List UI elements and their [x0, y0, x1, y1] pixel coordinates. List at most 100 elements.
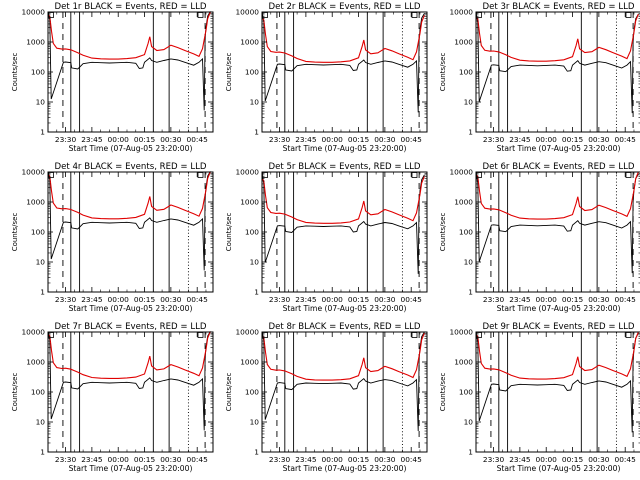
lld-series-line: [48, 331, 211, 379]
y-tick-label: 10000: [21, 168, 45, 177]
plot-frame: [261, 331, 428, 453]
x-tick-label: 23:45: [295, 135, 317, 144]
x-tick-label: 00:00: [322, 295, 344, 304]
x-tick-label: 23:30: [55, 455, 77, 464]
panel-det-5: 1 10 100 1000 10000 23:30 23:45 00:00 00:15 00:30…: [225, 162, 428, 313]
y-tick-label: 100: [245, 68, 259, 77]
x-tick-label: 00:00: [322, 135, 344, 144]
lld-series-line: [476, 331, 639, 380]
plot-frame: [475, 331, 640, 453]
x-tick-label: 00:15: [348, 455, 370, 464]
x-tick-label: 23:45: [295, 455, 317, 464]
x-tick-label: 00:45: [401, 455, 423, 464]
x-tick-label: 23:30: [269, 295, 291, 304]
y-tick-label: 1000: [240, 198, 259, 207]
y-tick-label: 100: [31, 388, 45, 397]
panel-title: Det 5r BLACK = Events, RED = LLD: [268, 162, 420, 172]
events-series-line: [262, 174, 425, 274]
y-tick-label: 1000: [454, 38, 473, 47]
x-tick-label: 00:30: [374, 295, 396, 304]
x-tick-label: 00:00: [536, 295, 558, 304]
end-marker: [625, 332, 632, 338]
y-tick-label: 100: [31, 228, 45, 237]
y-axis-label: Counts/sec: [11, 373, 19, 412]
panel-title: Det 3r BLACK = Events, RED = LLD: [482, 2, 634, 12]
events-series-line: [48, 331, 211, 431]
x-tick-label: 00:15: [562, 455, 584, 464]
plot-frame: [47, 11, 214, 133]
y-tick-label: 1: [468, 448, 473, 457]
y-tick-label: 10000: [449, 328, 473, 337]
y-tick-label: 1000: [26, 198, 45, 207]
panel-title: Det 4r BLACK = Events, RED = LLD: [54, 162, 206, 172]
lld-series-line: [476, 13, 639, 62]
y-tick-label: 1000: [26, 358, 45, 367]
x-axis-label: Start Time (07-Aug-05 23:20:00): [497, 144, 621, 153]
y-tick-label: 100: [245, 388, 259, 397]
x-tick-label: 00:15: [134, 135, 156, 144]
end-marker: [197, 12, 204, 18]
y-tick-label: 10000: [21, 8, 45, 17]
y-tick-label: 100: [459, 68, 473, 77]
events-series-line: [48, 171, 211, 271]
end-marker: [411, 12, 418, 18]
x-tick-label: 00:30: [588, 455, 610, 464]
events-series-line: [476, 173, 639, 274]
y-axis-label: Counts/sec: [439, 53, 447, 92]
y-tick-label: 10000: [235, 8, 259, 17]
x-axis-label: Start Time (07-Aug-05 23:20:00): [497, 304, 621, 313]
events-series-line: [262, 331, 425, 432]
x-tick-label: 23:30: [483, 455, 505, 464]
y-tick-label: 100: [459, 228, 473, 237]
x-tick-label: 23:30: [55, 135, 77, 144]
x-tick-label: 00:00: [322, 455, 344, 464]
x-tick-label: 23:30: [483, 295, 505, 304]
x-axis-label: Start Time (07-Aug-05 23:20:00): [69, 464, 193, 473]
y-tick-label: 10: [464, 418, 474, 427]
y-tick-label: 1000: [240, 38, 259, 47]
panel-det-4: 1 10 100 1000 10000 23:30 23:45 00:00 00:15 00:30…: [11, 162, 214, 313]
x-tick-label: 00:45: [615, 455, 637, 464]
y-tick-label: 10: [250, 258, 260, 267]
x-tick-label: 00:45: [401, 135, 423, 144]
x-axis-label: Start Time (07-Aug-05 23:20:00): [69, 304, 193, 313]
x-tick-label: 00:45: [615, 135, 637, 144]
y-axis-label: Counts/sec: [439, 373, 447, 412]
y-tick-label: 10: [36, 98, 46, 107]
lld-series-line: [48, 171, 211, 220]
x-axis-label: Start Time (07-Aug-05 23:20:00): [283, 304, 407, 313]
end-marker: [197, 332, 204, 338]
x-axis-label: Start Time (07-Aug-05 23:20:00): [283, 144, 407, 153]
x-tick-label: 00:15: [348, 295, 370, 304]
x-tick-label: 00:45: [187, 455, 209, 464]
end-marker: [411, 332, 418, 338]
y-axis-label: Counts/sec: [11, 53, 19, 92]
x-tick-label: 00:00: [108, 135, 130, 144]
y-tick-label: 1000: [454, 198, 473, 207]
y-tick-label: 10000: [235, 168, 259, 177]
panel-title: Det 7r BLACK = Events, RED = LLD: [54, 322, 206, 332]
y-tick-label: 10: [464, 98, 474, 107]
y-tick-label: 1: [254, 288, 259, 297]
y-tick-label: 10000: [235, 328, 259, 337]
x-tick-label: 00:00: [536, 455, 558, 464]
x-tick-label: 00:15: [134, 455, 156, 464]
end-marker: [411, 172, 418, 178]
y-tick-label: 100: [459, 388, 473, 397]
lld-series-line: [48, 11, 211, 60]
y-tick-label: 1000: [454, 358, 473, 367]
panel-title: Det 1r BLACK = Events, RED = LLD: [54, 2, 206, 12]
x-tick-label: 23:45: [509, 455, 531, 464]
events-series-line: [262, 13, 425, 113]
panel-title: Det 6r BLACK = Events, RED = LLD: [482, 162, 634, 172]
x-axis-label: Start Time (07-Aug-05 23:20:00): [497, 464, 621, 473]
x-tick-label: 00:45: [401, 295, 423, 304]
y-tick-label: 1: [40, 448, 45, 457]
panel-title: Det 8r BLACK = Events, RED = LLD: [268, 322, 420, 332]
panel-det-2: 1 10 100 1000 10000 23:30 23:45 00:00 00:15 00:30…: [225, 2, 428, 153]
plot-frame: [47, 171, 214, 293]
end-marker: [197, 172, 204, 178]
x-tick-label: 00:45: [187, 135, 209, 144]
x-tick-label: 00:00: [108, 295, 130, 304]
